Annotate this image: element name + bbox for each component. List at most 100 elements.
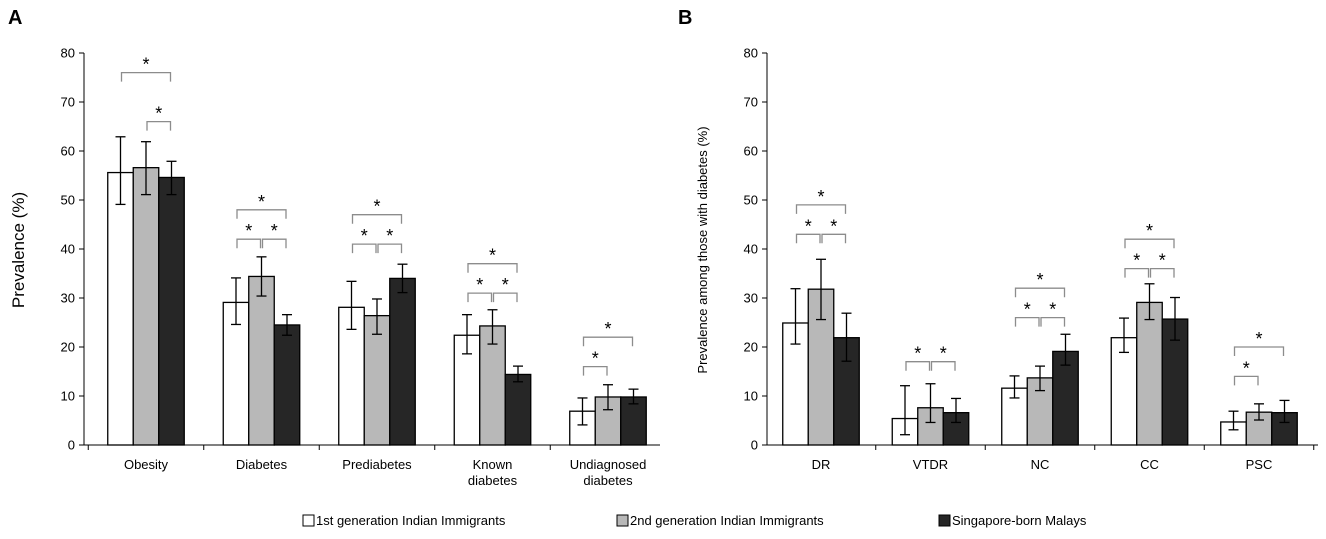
significance-bracket [236,238,262,249]
significance-bracket [905,361,931,371]
significance-star: * [830,216,837,236]
significance-star: * [361,226,368,246]
significance-star: * [940,344,947,364]
panel-a-y-axis-label: Prevalence (%) [9,192,28,308]
significance-bracket [1124,267,1150,278]
x-category-label: PSC [1246,457,1273,472]
x-category-label: Known [473,457,513,472]
panel-b-letter: B [678,7,692,29]
y-tick-label: 30 [61,291,75,306]
y-tick-label: 10 [744,389,758,404]
y-tick-label: 30 [744,291,758,306]
significance-star: * [1049,300,1056,320]
y-tick-label: 80 [61,46,75,61]
legend: 1st generation Indian Immigrants 2nd gen… [302,513,1087,528]
significance-bracket [1040,316,1066,327]
significance-star: * [386,226,393,246]
legend-swatch-first-gen [302,514,315,527]
significance-bracket [1233,375,1259,386]
bar-second-gen [479,325,506,446]
panel-b-y-axis-label: Prevalence among those with diabetes (%) [695,126,710,373]
significance-bracket [1149,267,1175,278]
significance-star: * [245,221,252,241]
significance-bracket [351,214,403,224]
x-category-label: DR [812,457,831,472]
legend-label-malays: Singapore-born Malays [952,513,1087,528]
significance-star: * [1255,329,1262,349]
y-tick-label: 0 [751,438,758,453]
significance-bracket [236,209,287,219]
significance-star: * [155,104,162,124]
y-tick-label: 40 [744,242,758,257]
y-tick-label: 70 [61,95,75,110]
y-tick-label: 0 [68,438,75,453]
significance-bracket [795,204,847,214]
significance-bracket [795,233,821,244]
significance-bracket [1233,346,1285,356]
significance-star: * [1159,251,1166,271]
significance-star: * [489,246,496,266]
y-tick-label: 40 [61,242,75,257]
significance-star: * [502,275,509,295]
bar-first-gen [1110,337,1138,446]
significance-bracket [351,243,377,254]
significance-star: * [1036,270,1043,290]
x-category-label: diabetes [583,473,633,488]
legend-label-first-gen: 1st generation Indian Immigrants [316,513,506,528]
significance-bracket [146,120,172,131]
y-tick-label: 70 [744,95,758,110]
x-category-label: VTDR [913,457,948,472]
bar-second-gen [248,275,275,446]
y-tick-label: 50 [744,193,758,208]
significance-bracket [1124,238,1175,249]
significance-star: * [1133,251,1140,271]
bar-malays [1052,350,1079,446]
significance-star: * [1243,358,1250,378]
legend-swatch-second-gen [616,514,629,527]
y-tick-label: 20 [744,340,758,355]
bar-first-gen [107,171,134,446]
x-category-label: Undiagnosed [570,457,647,472]
significance-star: * [817,187,824,207]
y-tick-label: 50 [61,193,75,208]
y-tick-label: 10 [61,389,75,404]
bar-first-gen [338,306,365,446]
bar-malays [620,396,647,446]
significance-bracket [467,263,518,273]
x-category-label: NC [1031,457,1050,472]
bar-malays [273,324,301,446]
y-tick-label: 60 [61,144,75,159]
bar-second-gen [132,167,160,446]
significance-bracket [1014,287,1066,298]
significance-star: * [604,319,611,339]
significance-bracket [930,361,956,371]
y-tick-label: 20 [61,340,75,355]
significance-star: * [805,216,812,236]
bar-second-gen [363,314,391,446]
y-tick-label: 80 [744,46,758,61]
bar-second-gen [1136,301,1163,446]
significance-bracket [582,365,608,376]
x-category-label: CC [1140,457,1159,472]
significance-bracket [492,292,518,303]
legend-label-second-gen: 2nd generation Indian Immigrants [630,513,824,528]
significance-bracket [821,233,847,244]
significance-star: * [1024,300,1031,320]
significance-bracket [120,71,172,82]
panel-a-plot: 0 10 20 30 40 50 60 70 80 Obesity Diabetes Prediabe… [61,46,660,488]
significance-bracket [1014,316,1040,327]
x-category-label: Diabetes [236,457,288,472]
panel-a-letter: A [8,7,22,29]
significance-star: * [142,55,149,75]
bar-malays [504,373,532,446]
legend-swatch-malays [938,514,951,527]
significance-bracket [377,243,403,254]
bar-malays [158,176,185,446]
significance-bracket [467,292,493,303]
significance-star: * [271,221,278,241]
bar-malays [389,277,416,446]
x-category-label: Prediabetes [342,457,412,472]
